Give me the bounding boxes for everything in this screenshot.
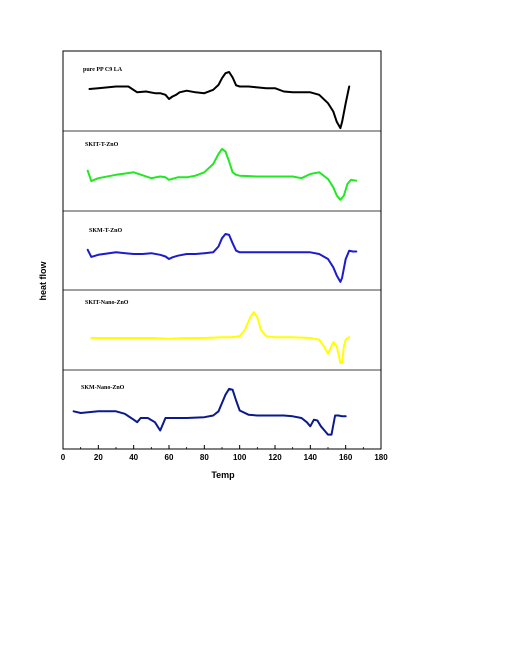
x-tick-label-40: 40 bbox=[129, 453, 138, 462]
x-tick-label-0: 0 bbox=[61, 453, 66, 462]
series-line-4 bbox=[90, 311, 351, 364]
x-tick-label-100: 100 bbox=[233, 453, 247, 462]
series-line-1 bbox=[88, 71, 351, 130]
series-label-3: SKM-T-ZnO bbox=[89, 228, 122, 234]
series-label-1: pure PP C9 LA bbox=[83, 67, 123, 73]
series-line-5 bbox=[72, 387, 347, 436]
series-label-2: SKIT-T-ZnO bbox=[85, 142, 119, 148]
series-line-3 bbox=[86, 233, 358, 283]
x-axis-label: Temp bbox=[211, 470, 235, 480]
x-axis: 0 20 40 60 80 100 120 140 160 180 bbox=[61, 445, 388, 462]
x-tick-label-180: 180 bbox=[374, 453, 388, 462]
series-label-4: SKIT-Nano-ZnO bbox=[85, 300, 129, 306]
panel-labels: pure PP C9 LA SKIT-T-ZnO SKM-T-ZnO SKIT-Nan… bbox=[81, 67, 129, 391]
y-axis-label: heat flow bbox=[38, 261, 48, 301]
series-layer bbox=[72, 71, 358, 436]
series-line-2 bbox=[86, 148, 358, 201]
x-tick-label-120: 120 bbox=[268, 453, 282, 462]
x-tick-label-160: 160 bbox=[339, 453, 353, 462]
x-tick-label-60: 60 bbox=[165, 453, 174, 462]
x-tick-label-20: 20 bbox=[94, 453, 103, 462]
x-tick-label-80: 80 bbox=[200, 453, 209, 462]
panel-dividers bbox=[63, 130, 381, 371]
series-label-5: SKM-Nano-ZnO bbox=[81, 385, 125, 391]
x-tick-label-140: 140 bbox=[304, 453, 318, 462]
